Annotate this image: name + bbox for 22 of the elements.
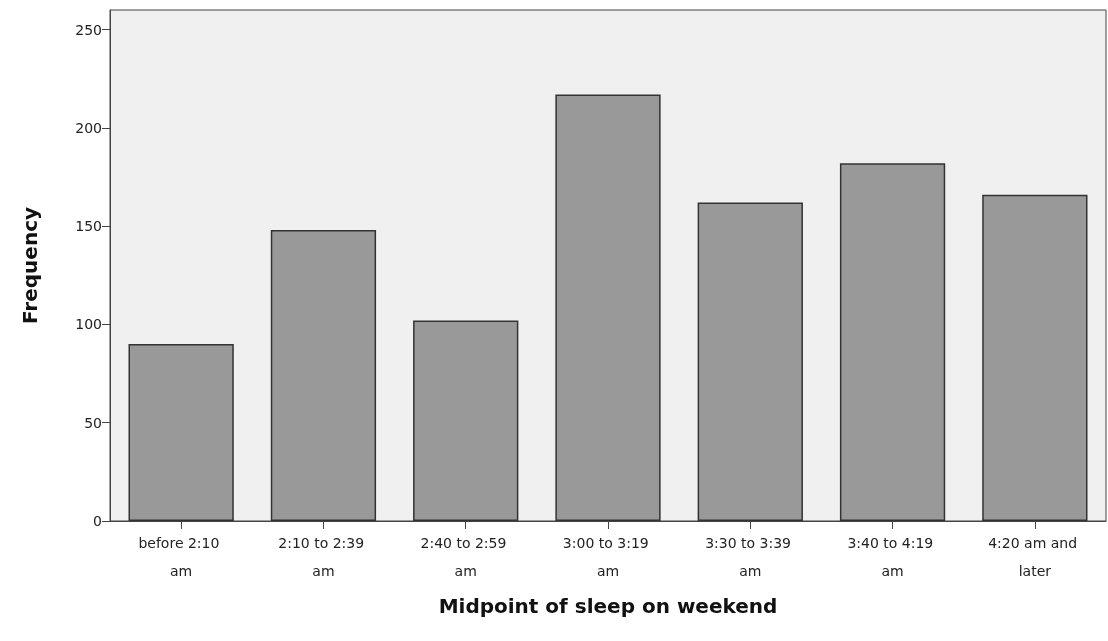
bar: [270, 230, 377, 521]
bar: [839, 163, 946, 521]
y-tick-label: 200: [75, 119, 102, 136]
x-tick-label: 3:30 to 3:39 am: [705, 535, 796, 579]
x-axis-title: Midpoint of sleep on weekend: [438, 594, 778, 618]
y-tick-label: 150: [75, 218, 102, 235]
x-tick-label: 3:00 to 3:19 am: [562, 535, 654, 579]
y-tick-label: 100: [75, 316, 102, 333]
y-axis-title: Frequency: [18, 206, 42, 325]
x-tick-label: 2:10 to 2:39 am: [278, 535, 369, 579]
x-tick-label: 2:40 to 2:59 am: [420, 535, 511, 579]
bar: [128, 344, 234, 521]
y-tick-label: 50: [84, 414, 102, 431]
x-tick-label: 3:40 to 4:19 am: [847, 535, 938, 579]
bar: [982, 194, 1088, 521]
y-tick-label: 250: [75, 21, 102, 38]
bar: [555, 94, 661, 521]
bar: [413, 320, 519, 521]
x-tick-label: before 2:10 am: [138, 535, 224, 579]
x-tick-label: 4:20 am and later: [988, 535, 1082, 579]
bar: [697, 202, 803, 521]
y-tick-label: 0: [93, 513, 102, 529]
